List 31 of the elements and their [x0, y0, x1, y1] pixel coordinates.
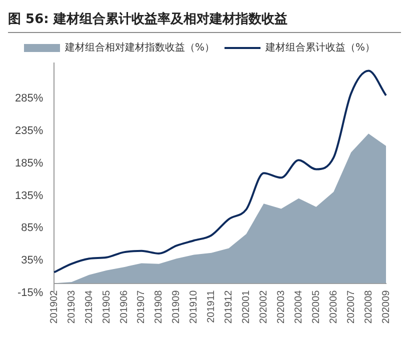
y-tick-label: 35% — [21, 254, 44, 267]
x-tick-label: 201907 — [136, 290, 148, 324]
x-tick-label: 201902 — [48, 290, 60, 324]
y-tick-label: -15% — [17, 287, 44, 300]
y-tick-label: 185% — [14, 157, 44, 170]
x-tick-label: 202002 — [258, 290, 270, 324]
x-tick-label: 201910 — [188, 290, 200, 324]
chart-title: 图 56: 建材组合累计收益率及相对建材指数收益 — [8, 8, 401, 33]
legend-label: 建材组合相对建材指数收益（%） — [64, 42, 215, 54]
x-tick-label: 201904 — [84, 290, 95, 324]
x-tick-label: 202006 — [328, 290, 340, 324]
y-tick-label: 135% — [14, 190, 44, 202]
x-tick-label: 201912 — [224, 290, 235, 324]
x-tick-label: 201911 — [206, 290, 218, 323]
x-tick-label: 201909 — [171, 290, 182, 324]
y-tick-label: 285% — [14, 92, 44, 105]
x-tick-label: 202003 — [276, 290, 287, 324]
x-tick-label: 202008 — [363, 290, 374, 324]
x-tick-label: 201903 — [66, 290, 78, 324]
legend-label: 建材组合累计收益（%） — [264, 42, 376, 54]
x-tick-label: 201908 — [154, 290, 165, 324]
x-tick-label: 202001 — [241, 290, 252, 324]
x-tick-label: 202005 — [310, 290, 322, 324]
x-tick-label: 202009 — [380, 290, 392, 324]
x-tick-label: 201906 — [118, 290, 130, 324]
y-tick-label: 235% — [14, 125, 44, 138]
y-tick-label: 85% — [21, 222, 44, 234]
x-tick-label: 202004 — [293, 290, 304, 324]
x-tick-label: 202007 — [346, 290, 357, 324]
line-series — [53, 70, 387, 274]
x-tick-label: 201905 — [101, 290, 112, 324]
